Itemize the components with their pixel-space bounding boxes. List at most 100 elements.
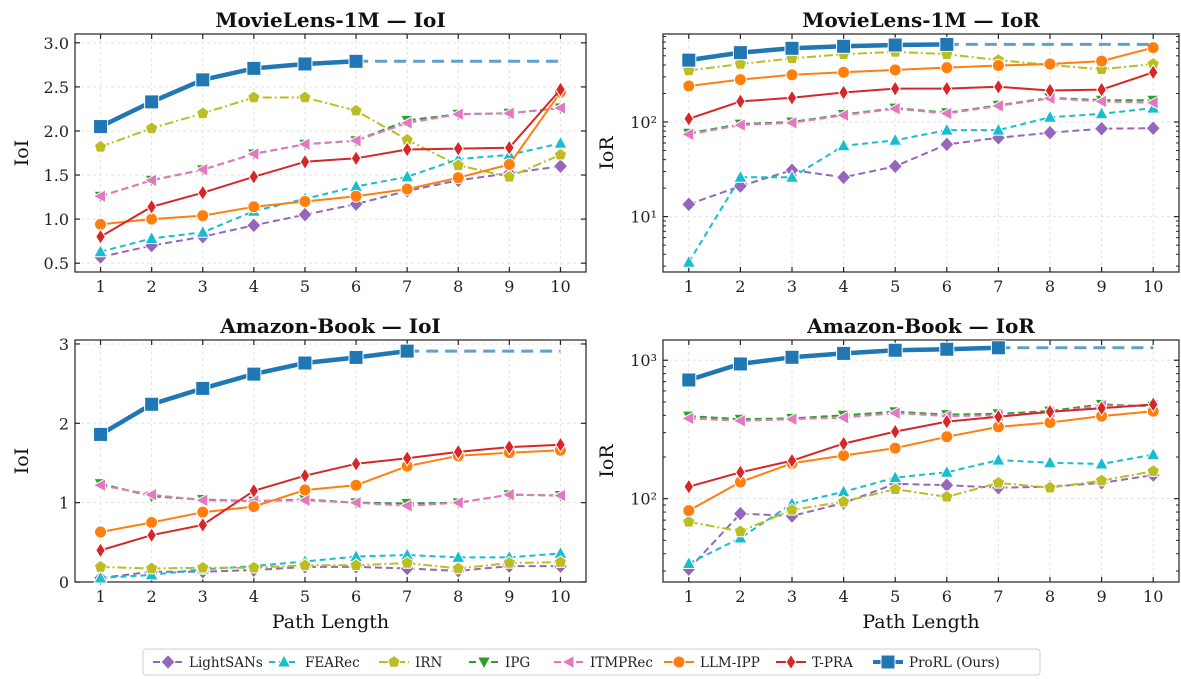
data-point — [887, 158, 903, 175]
data-point — [1044, 82, 1056, 99]
y-axis-label: IoR — [596, 136, 618, 170]
y-tick-label: 10² — [630, 490, 657, 509]
data-point — [452, 443, 464, 461]
data-point — [194, 492, 209, 508]
series-line — [688, 97, 1154, 136]
x-tick-label: 4 — [249, 587, 259, 606]
series-line — [99, 59, 357, 129]
legend-label: ITMPRec — [590, 655, 653, 671]
data-point — [939, 36, 955, 52]
data-point — [993, 408, 1004, 426]
legend-entry-ipg: IPG — [469, 655, 530, 671]
series-ipg — [93, 478, 568, 512]
x-tick-label: 5 — [300, 587, 310, 606]
data-point — [348, 133, 362, 149]
y-axis-label: IoI — [11, 448, 33, 474]
series-prorl-ours — [681, 340, 1154, 388]
data-point — [1042, 454, 1058, 469]
series-line — [100, 552, 561, 579]
legend-marker — [785, 653, 797, 671]
series-irn — [93, 90, 568, 183]
data-point — [400, 555, 414, 569]
data-point — [683, 478, 695, 496]
data-point — [1146, 464, 1160, 477]
data-point — [196, 209, 210, 223]
data-point — [783, 411, 798, 427]
x-tick-label: 10 — [550, 277, 570, 296]
data-point — [837, 65, 851, 79]
series-line — [688, 403, 1154, 488]
x-tick-label: 1 — [684, 587, 694, 606]
series-prorl-ours — [93, 53, 561, 135]
data-point — [838, 84, 849, 101]
data-point — [1094, 105, 1109, 120]
data-point — [195, 224, 211, 238]
x-tick-label: 8 — [453, 277, 463, 296]
data-point — [991, 452, 1006, 466]
x-tick-label: 5 — [300, 277, 310, 296]
data-point — [348, 349, 364, 365]
data-point — [732, 117, 746, 133]
data-point — [940, 489, 954, 503]
data-point — [836, 494, 851, 508]
legend-label: IRN — [415, 655, 442, 671]
legend: LightSANs FEARec IRN IPG ITMPRec LLM-IPP T-PRA… — [142, 648, 1041, 676]
data-point — [838, 435, 849, 453]
data-point — [785, 502, 799, 516]
data-point — [1145, 119, 1161, 137]
series-ipg — [93, 102, 568, 205]
y-tick-label: 10³ — [630, 351, 657, 370]
data-point — [145, 515, 159, 529]
x-tick-label: 2 — [735, 587, 745, 606]
data-point — [502, 157, 516, 171]
data-point — [246, 366, 262, 382]
data-point — [835, 107, 850, 123]
data-point — [196, 106, 210, 120]
series-ipg — [681, 398, 1161, 428]
series-line — [687, 107, 1154, 263]
data-point — [144, 230, 159, 244]
series-line — [100, 443, 561, 552]
data-point — [552, 488, 566, 503]
data-point — [93, 119, 109, 135]
legend-label: FEARec — [305, 655, 360, 671]
data-point — [939, 122, 955, 136]
data-point — [350, 455, 362, 473]
data-point — [93, 426, 109, 442]
data-point — [1096, 399, 1107, 417]
legend-label: LightSANs — [189, 655, 263, 671]
series-line — [688, 403, 1154, 421]
data-point — [93, 139, 108, 153]
gridlines — [663, 34, 1179, 272]
data-point — [1147, 63, 1159, 81]
x-tick-label: 3 — [787, 587, 797, 606]
series-prorl-ours — [681, 36, 1154, 68]
y-tick-label: 2.5 — [44, 78, 69, 97]
data-point — [298, 483, 312, 497]
y-axis-label: IoR — [596, 444, 618, 478]
data-point — [196, 560, 210, 574]
series-itmprec — [92, 477, 566, 514]
series-lightsans — [681, 466, 1161, 578]
legend-box — [142, 648, 1041, 676]
data-point — [348, 53, 364, 69]
x-tick-label: 5 — [890, 277, 900, 296]
data-point — [297, 355, 313, 371]
data-point — [195, 380, 211, 396]
data-point — [450, 495, 464, 511]
data-point — [887, 132, 903, 146]
legend-marker — [560, 654, 575, 670]
series-line — [100, 96, 561, 178]
series-llm-ipp — [682, 41, 1160, 93]
data-point — [553, 147, 568, 161]
legend-entry-llm-ipp: LLM-IPP — [664, 655, 760, 671]
x-tick-label: 3 — [787, 277, 797, 296]
x-tick-label: 6 — [351, 277, 361, 296]
x-tick-label: 6 — [942, 587, 952, 606]
legend-marker — [160, 653, 176, 671]
data-point — [555, 436, 566, 454]
series-line — [100, 449, 561, 533]
series-itmprec — [680, 90, 1159, 142]
data-point — [1093, 94, 1108, 109]
